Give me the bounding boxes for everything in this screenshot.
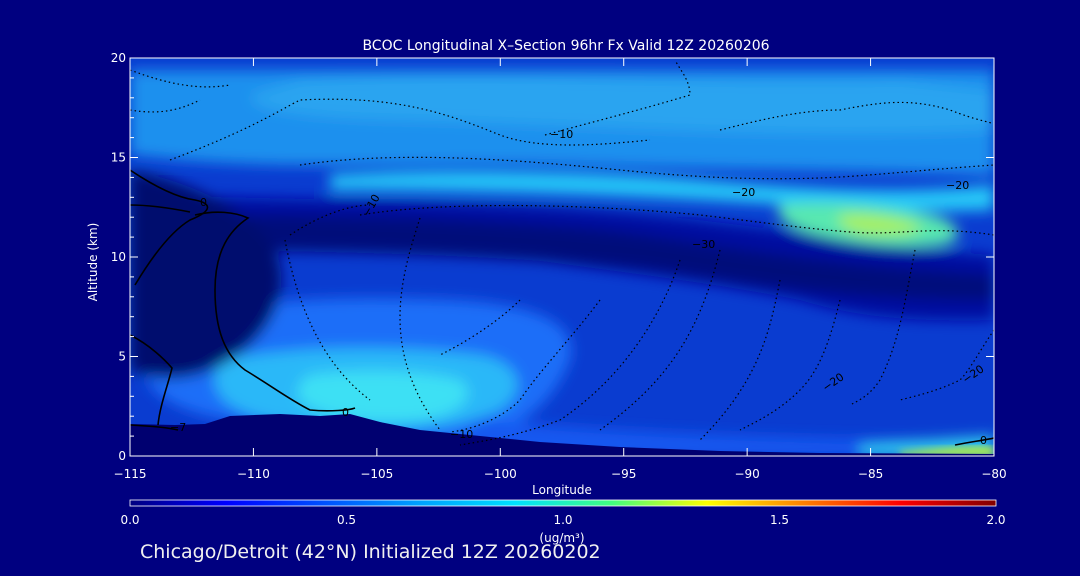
colorbar-tick-label: 1.5 <box>770 513 789 527</box>
temperature-contours <box>130 59 994 446</box>
concentration-field <box>130 58 994 456</box>
dark-band-core <box>200 215 994 300</box>
colorbar-tick-label: 0.5 <box>337 513 356 527</box>
contour-label-0-east: 0 <box>980 434 987 447</box>
x-tick-label: −110 <box>237 467 270 481</box>
contour-label-minus10-surface: −10 <box>450 428 473 441</box>
contour-label-minus30: −30 <box>692 238 715 251</box>
contour-label-minus20-b: −20 <box>946 179 969 192</box>
initialization-footer: Chicago/Detroit (42°N) Initialized 12Z 2… <box>140 541 601 563</box>
x-tick-label: −115 <box>114 467 147 481</box>
upper-layer-light-patch <box>250 76 994 134</box>
terrain <box>130 414 994 456</box>
colorbar-tick-label: 2.0 <box>986 513 1005 527</box>
x-tick-label: −85 <box>858 467 883 481</box>
x-axis-label: Longitude <box>532 483 592 497</box>
x-tick-label: −80 <box>981 467 1006 481</box>
y-tick-label: 0 <box>118 449 126 463</box>
colorbar-tick-label: 0.0 <box>120 513 139 527</box>
contour-label-0-lower: 0 <box>342 406 349 419</box>
y-axis: 0 5 10 15 20 <box>111 51 994 463</box>
chart-title: BCOC Longitudinal X–Section 96hr Fx Vali… <box>362 38 769 54</box>
x-tick-label: −95 <box>611 467 636 481</box>
x-tick-label: −100 <box>484 467 517 481</box>
high-altitude-peak-core <box>839 214 921 235</box>
y-tick-label: 5 <box>118 350 126 364</box>
colorbar-units: (ug/m³) <box>539 531 584 545</box>
y-tick-label: 10 <box>111 250 126 264</box>
x-axis: −115 −110 −105 −100 −95 −90 −85 −80 <box>114 58 1007 481</box>
colorbar <box>129 499 997 507</box>
contour-label-minus20-a: −20 <box>732 186 755 199</box>
contour-label-0-upper: 0 <box>200 196 207 209</box>
contour-label-minus10-upper: −10 <box>550 128 573 141</box>
contour-label-minus7: −7 <box>170 421 186 434</box>
x-tick-label: −90 <box>734 467 759 481</box>
dotted-contours <box>130 59 994 446</box>
colorbar-tick-label: 1.0 <box>553 513 572 527</box>
y-axis-label: Altitude (km) <box>86 223 100 302</box>
solid-contours <box>130 169 994 446</box>
x-tick-label: −105 <box>360 467 393 481</box>
stratosphere-cyan-band <box>330 171 994 212</box>
mid-plume-peak <box>298 370 468 422</box>
y-tick-label: 20 <box>111 51 126 65</box>
colorbar-ticks: 0.0 0.5 1.0 1.5 2.0 <box>120 513 1005 527</box>
y-tick-label: 15 <box>111 151 126 165</box>
